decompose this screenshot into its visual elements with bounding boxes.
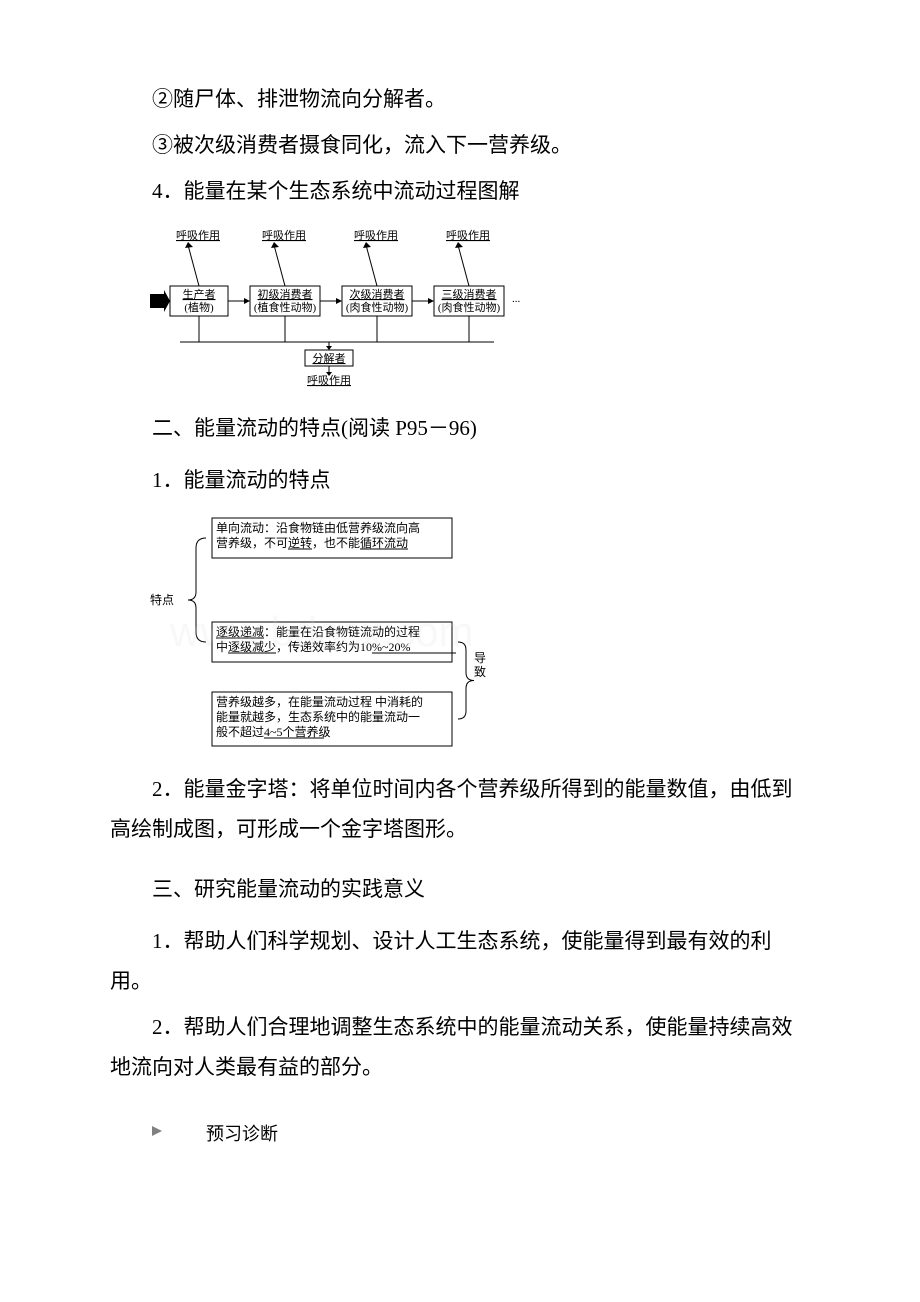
svg-text:单向流动：沿食物链由低营养级流向高: 单向流动：沿食物链由低营养级流向高 [216, 520, 420, 535]
svg-text:呼吸作用: 呼吸作用 [354, 229, 398, 242]
svg-text:...: ... [512, 293, 521, 305]
svg-text:初级消费者: 初级消费者 [258, 287, 313, 301]
svg-text:逐级递减：能量在沿食物链流动的过程: 逐级递减：能量在沿食物链流动的过程 [216, 624, 420, 639]
line-2: ②随尸体、排泄物流向分解者。 [110, 80, 810, 120]
svg-text:次级消费者: 次级消费者 [350, 287, 405, 301]
preview-diagnosis-badge: 预习诊断 [110, 1112, 810, 1156]
svg-text:生产者: 生产者 [183, 287, 216, 301]
svg-text:(肉食性动物): (肉食性动物) [438, 300, 501, 314]
svg-text:(植食性动物): (植食性动物) [254, 300, 317, 314]
features-diagram: 特点 单向流动：沿食物链由低营养级流向高营养级，不可逆转，也不能循环流动逐级递减：… [150, 512, 520, 752]
section-3-title: 三、研究能量流动的实践意义 [110, 870, 810, 910]
line-4: 4．能量在某个生态系统中流动过程图解 [110, 172, 810, 212]
svg-text:般不超过4~5个营养级: 般不超过4~5个营养级 [216, 724, 331, 739]
section-3-item-2: 2．帮助人们合理地调整生态系统中的能量流动关系，使能量持续高效地流向对人类最有益… [110, 1008, 810, 1088]
svg-text:(肉食性动物): (肉食性动物) [346, 300, 409, 314]
svg-text:呼吸作用: 呼吸作用 [176, 229, 220, 242]
svg-text:致: 致 [474, 665, 486, 679]
svg-text:导: 导 [474, 651, 486, 665]
svg-text:营养级，不可逆转，也不能循环流动: 营养级，不可逆转，也不能循环流动 [216, 535, 408, 550]
svg-text:呼吸作用: 呼吸作用 [446, 229, 490, 242]
svg-text:(植物): (植物) [184, 300, 214, 314]
pyramid-paragraph: 2．能量金字塔：将单位时间内各个营养级所得到的能量数值，由低到高绘制成图，可形成… [110, 770, 810, 850]
svg-text:三级消费者: 三级消费者 [442, 287, 497, 301]
svg-text:营养级越多，在能量流动过程 中消耗的: 营养级越多，在能量流动过程 中消耗的 [216, 694, 423, 709]
svg-text:分解者: 分解者 [313, 351, 346, 365]
line-3: ③被次级消费者摄食同化，流入下一营养级。 [110, 126, 810, 166]
section-2-title: 二、能量流动的特点(阅读 P95－96) [110, 409, 810, 449]
svg-text:呼吸作用: 呼吸作用 [262, 229, 306, 242]
svg-text:特点: 特点 [150, 592, 174, 607]
triangle-icon [150, 1124, 164, 1138]
section-2-item-1: 1．能量流动的特点 [110, 461, 810, 501]
svg-text:中逐级减少，传递效率约为10%~20%: 中逐级减少，传递效率约为10%~20% [216, 639, 411, 654]
section-3-item-1: 1．帮助人们科学规划、设计人工生态系统，使能量得到最有效的利用。 [110, 922, 810, 1002]
svg-text:呼吸作用: 呼吸作用 [307, 374, 351, 387]
svg-text:能量就越多，生态系统中的能量流动一: 能量就越多，生态系统中的能量流动一 [216, 709, 420, 724]
preview-diagnosis-label: 预习诊断 [170, 1117, 278, 1151]
energy-flow-diagram: 生产者(植物)初级消费者(植食性动物)次级消费者(肉食性动物)三级消费者(肉食性… [150, 224, 530, 389]
